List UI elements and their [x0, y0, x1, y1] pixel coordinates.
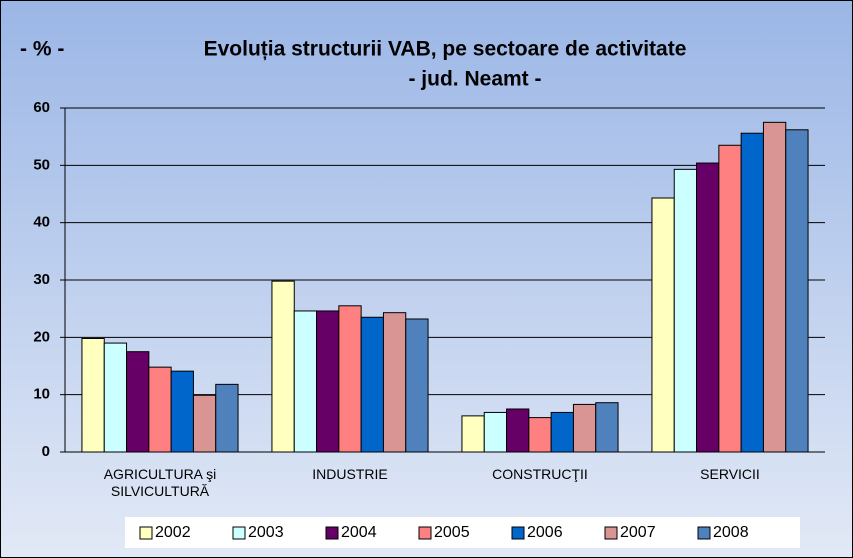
- legend-label: 2005: [434, 524, 470, 541]
- y-tick-label: 0: [42, 443, 50, 460]
- bar: [170, 370, 194, 453]
- bar: [651, 197, 675, 453]
- bar: [506, 408, 530, 453]
- y-tick-label: 40: [33, 214, 50, 231]
- y-tick-label: 30: [33, 271, 50, 288]
- chart-title: Evoluția structurii VAB, pe sectoare de …: [204, 38, 687, 61]
- bar: [338, 305, 362, 453]
- x-tick-label: CONSTRUCŢII: [492, 466, 588, 482]
- bar: [293, 310, 318, 453]
- legend-swatch: [418, 526, 432, 540]
- bar: [271, 280, 295, 453]
- x-tick-label: SERVICII: [700, 466, 760, 482]
- bar: [360, 316, 384, 453]
- bar: [215, 383, 239, 453]
- bar: [740, 132, 764, 453]
- y-tick-label: 60: [33, 99, 50, 116]
- x-tick-label: INDUSTRIE: [312, 466, 388, 482]
- bar: [382, 312, 407, 453]
- y-label: - % -: [20, 38, 64, 61]
- bar: [103, 342, 128, 453]
- bar: [696, 162, 720, 453]
- bar: [550, 411, 574, 453]
- bar: [148, 366, 172, 453]
- bar: [461, 415, 485, 453]
- bar: [483, 411, 508, 453]
- legend-label: 2006: [527, 524, 563, 541]
- bar: [762, 121, 787, 453]
- legend-swatch: [604, 526, 618, 540]
- legend-label: 2007: [620, 524, 656, 541]
- bar: [192, 394, 217, 453]
- legend-swatch: [139, 526, 153, 540]
- legend-swatch: [325, 526, 339, 540]
- legend-label: 2002: [155, 524, 191, 541]
- bar: [405, 318, 429, 453]
- bar: [785, 129, 809, 453]
- legend-swatch: [232, 526, 246, 540]
- bar: [572, 403, 597, 453]
- bar: [81, 337, 105, 453]
- legend-label: 2008: [713, 524, 749, 541]
- y-tick-label: 50: [33, 156, 50, 173]
- bar: [718, 144, 742, 453]
- bar: [528, 417, 552, 453]
- legend-label: 2004: [341, 524, 377, 541]
- y-tick-label: 20: [33, 328, 50, 345]
- bar: [673, 168, 698, 453]
- legend-swatch: [697, 526, 711, 540]
- legend-label: 2003: [248, 524, 284, 541]
- bar: [126, 351, 150, 453]
- legend-swatch: [511, 526, 525, 540]
- bar: [316, 310, 340, 453]
- y-tick-label: 10: [33, 386, 50, 403]
- bar: [595, 402, 619, 453]
- x-tick-label: AGRICULTURA şi SILVICULTURĂ: [103, 466, 217, 499]
- chart-subtitle: - jud. Neamt -: [408, 68, 541, 91]
